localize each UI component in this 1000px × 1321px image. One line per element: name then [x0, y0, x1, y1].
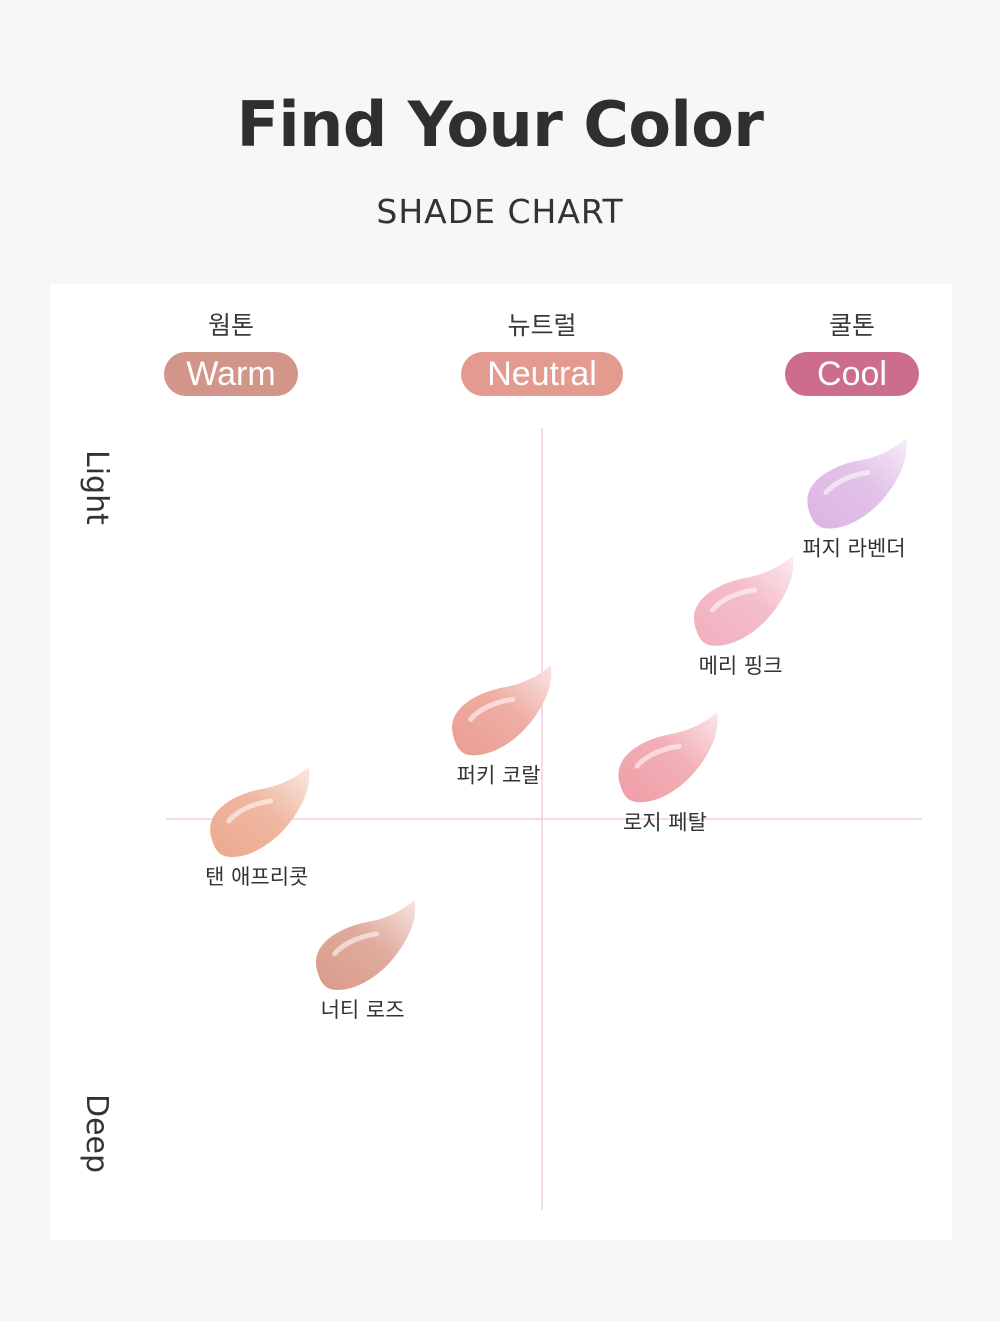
page-title: Find Your Color — [236, 88, 764, 161]
shade-chart-card: 웜톤 Warm 뉴트럴 Neutral 쿨톤 Cool Light Deep 퍼… — [50, 284, 952, 1240]
shade-swatch — [210, 767, 310, 857]
shade-swatch — [694, 555, 794, 646]
shade-label: 탠 애프리콧 — [205, 865, 308, 889]
shade-swatch — [618, 712, 718, 803]
tone-header-warm: 웜톤 Warm — [131, 308, 331, 396]
tone-label-ko: 뉴트럴 — [507, 311, 577, 340]
shade-label: 퍼키 코랄 — [457, 763, 541, 787]
shade-highlight — [634, 743, 682, 769]
tone-pill-warm: Warm — [164, 352, 298, 396]
shade-point: 퍼키 코랄 — [452, 665, 552, 787]
shade-highlight — [468, 696, 516, 722]
shade-point: 퍼지 라벤더 — [802, 438, 907, 561]
shade-label: 로지 페탈 — [623, 810, 707, 834]
shade-label: 메리 핑크 — [699, 654, 783, 678]
tone-pill-cool: Cool — [785, 352, 919, 396]
shade-point: 너티 로즈 — [316, 899, 416, 1022]
shade-highlight — [823, 470, 871, 496]
tone-label-ko: 웜톤 — [207, 311, 254, 340]
shade-swatch — [316, 899, 416, 990]
shade-highlight — [710, 587, 758, 613]
shade-highlight — [332, 931, 380, 957]
tone-label-ko: 쿨톤 — [828, 311, 875, 340]
shade-point: 로지 페탈 — [618, 712, 718, 834]
shade-highlight — [226, 798, 274, 824]
tone-header-neutral: 뉴트럴 Neutral — [442, 308, 642, 396]
shade-swatch — [807, 438, 907, 529]
shade-point: 메리 핑크 — [694, 555, 794, 678]
tone-header-cool: 쿨톤 Cool — [752, 308, 952, 396]
shade-label: 너티 로즈 — [321, 998, 405, 1022]
page-subtitle: SHADE CHART — [376, 192, 624, 231]
shade-swatch — [452, 665, 552, 756]
shade-point: 탠 애프리콧 — [205, 767, 310, 889]
shade-label: 퍼지 라벤더 — [802, 537, 905, 561]
tone-pill-neutral: Neutral — [461, 352, 623, 396]
